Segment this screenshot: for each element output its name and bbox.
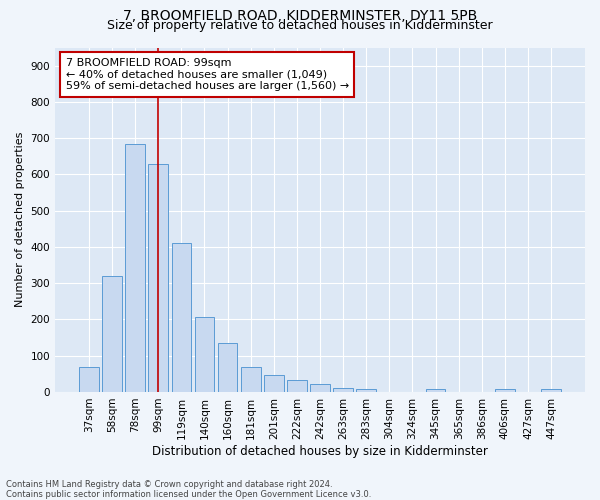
Text: 7, BROOMFIELD ROAD, KIDDERMINSTER, DY11 5PB: 7, BROOMFIELD ROAD, KIDDERMINSTER, DY11 … — [123, 9, 477, 23]
Bar — [125, 144, 145, 392]
Y-axis label: Number of detached properties: Number of detached properties — [15, 132, 25, 308]
Bar — [79, 366, 99, 392]
Bar — [148, 164, 168, 392]
Bar — [426, 390, 445, 392]
Bar — [218, 343, 238, 392]
Text: Size of property relative to detached houses in Kidderminster: Size of property relative to detached ho… — [107, 19, 493, 32]
X-axis label: Distribution of detached houses by size in Kidderminster: Distribution of detached houses by size … — [152, 444, 488, 458]
Text: 7 BROOMFIELD ROAD: 99sqm
← 40% of detached houses are smaller (1,049)
59% of sem: 7 BROOMFIELD ROAD: 99sqm ← 40% of detach… — [65, 58, 349, 91]
Bar — [241, 368, 260, 392]
Bar — [495, 390, 515, 392]
Bar — [264, 374, 284, 392]
Text: Contains HM Land Registry data © Crown copyright and database right 2024.
Contai: Contains HM Land Registry data © Crown c… — [6, 480, 371, 499]
Bar — [287, 380, 307, 392]
Bar — [310, 384, 330, 392]
Bar — [356, 389, 376, 392]
Bar — [172, 244, 191, 392]
Bar — [194, 317, 214, 392]
Bar — [541, 390, 561, 392]
Bar — [334, 388, 353, 392]
Bar — [102, 276, 122, 392]
